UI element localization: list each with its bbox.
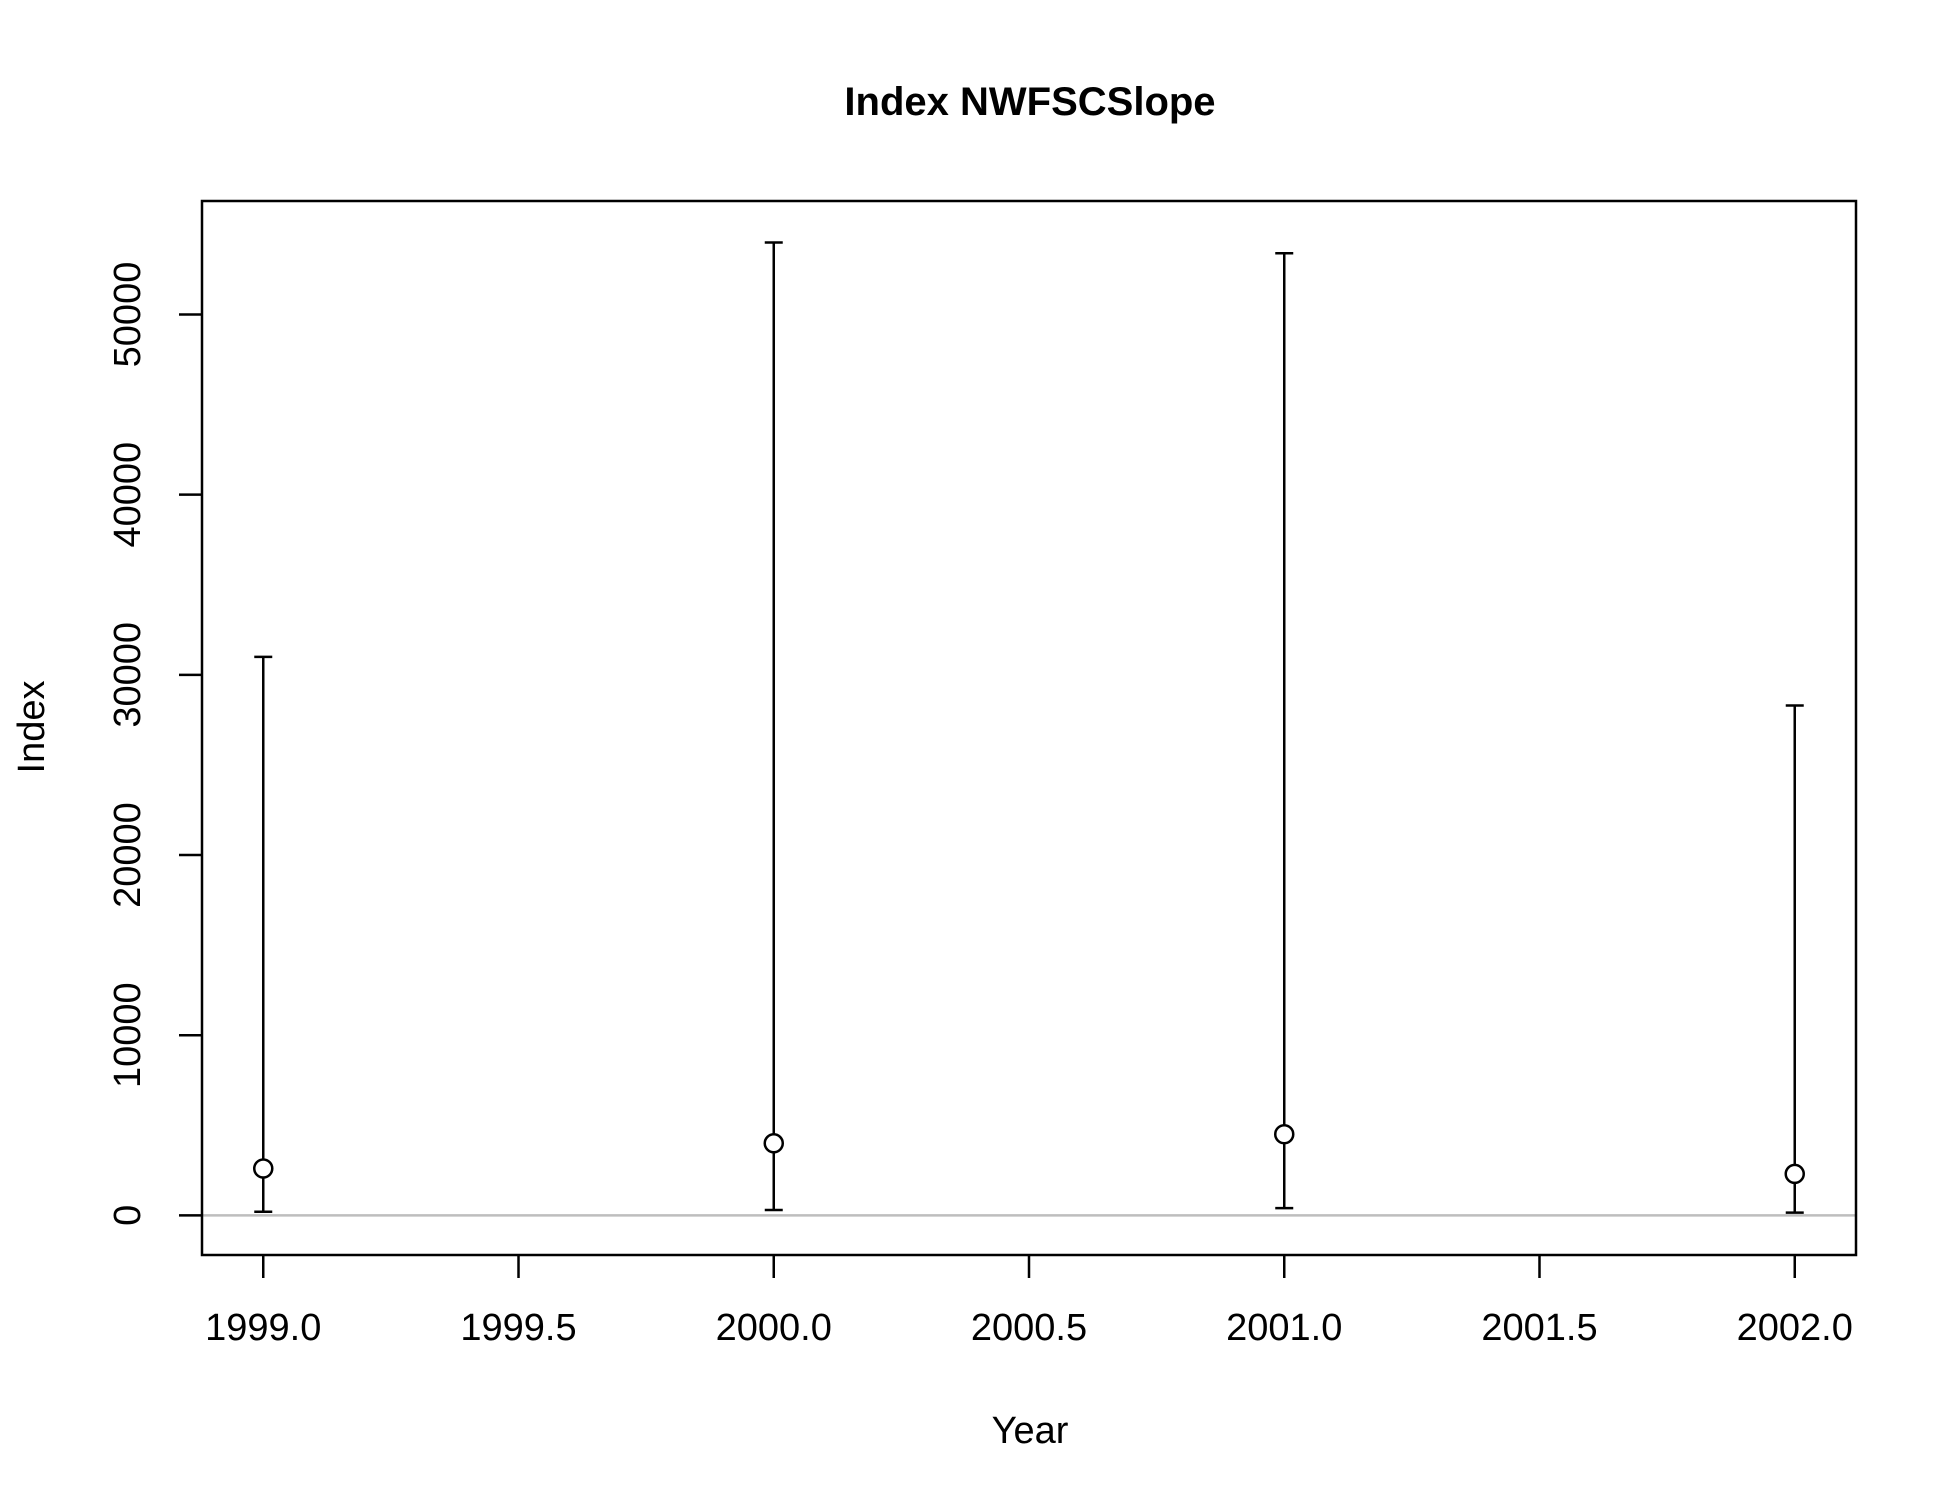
x-tick-label: 2002.0	[1737, 1307, 1853, 1349]
x-tick-label: 2001.5	[1481, 1307, 1597, 1349]
y-tick-label: 50000	[107, 262, 149, 368]
y-tick-label: 20000	[107, 802, 149, 908]
y-axis-label: Index	[11, 681, 53, 774]
plot-area: 1999.0 1999.5 2000.0 2000.5 2001.0 2001.5 2002…	[107, 199, 1858, 1349]
data-point	[763, 1133, 785, 1154]
data-point	[1273, 1124, 1295, 1145]
y-tick-label: 30000	[107, 622, 149, 728]
chart-title: Index NWFSCSlope	[844, 80, 1215, 124]
y-tick-label: 0	[107, 1205, 149, 1226]
data-point	[1784, 1163, 1805, 1185]
x-tick-label: 2001.0	[1226, 1307, 1342, 1349]
x-axis-label: Year	[992, 1410, 1069, 1452]
x-tick-label: 2000.5	[971, 1307, 1087, 1349]
data-point	[253, 1158, 274, 1179]
y-tick-label: 40000	[107, 442, 149, 548]
x-tick-label: 2000.0	[716, 1307, 832, 1349]
plot-frame	[200, 199, 1858, 1257]
y-tick-label: 10000	[107, 982, 149, 1088]
x-tick-label: 1999.0	[205, 1307, 321, 1349]
x-tick-label: 1999.5	[460, 1307, 576, 1349]
